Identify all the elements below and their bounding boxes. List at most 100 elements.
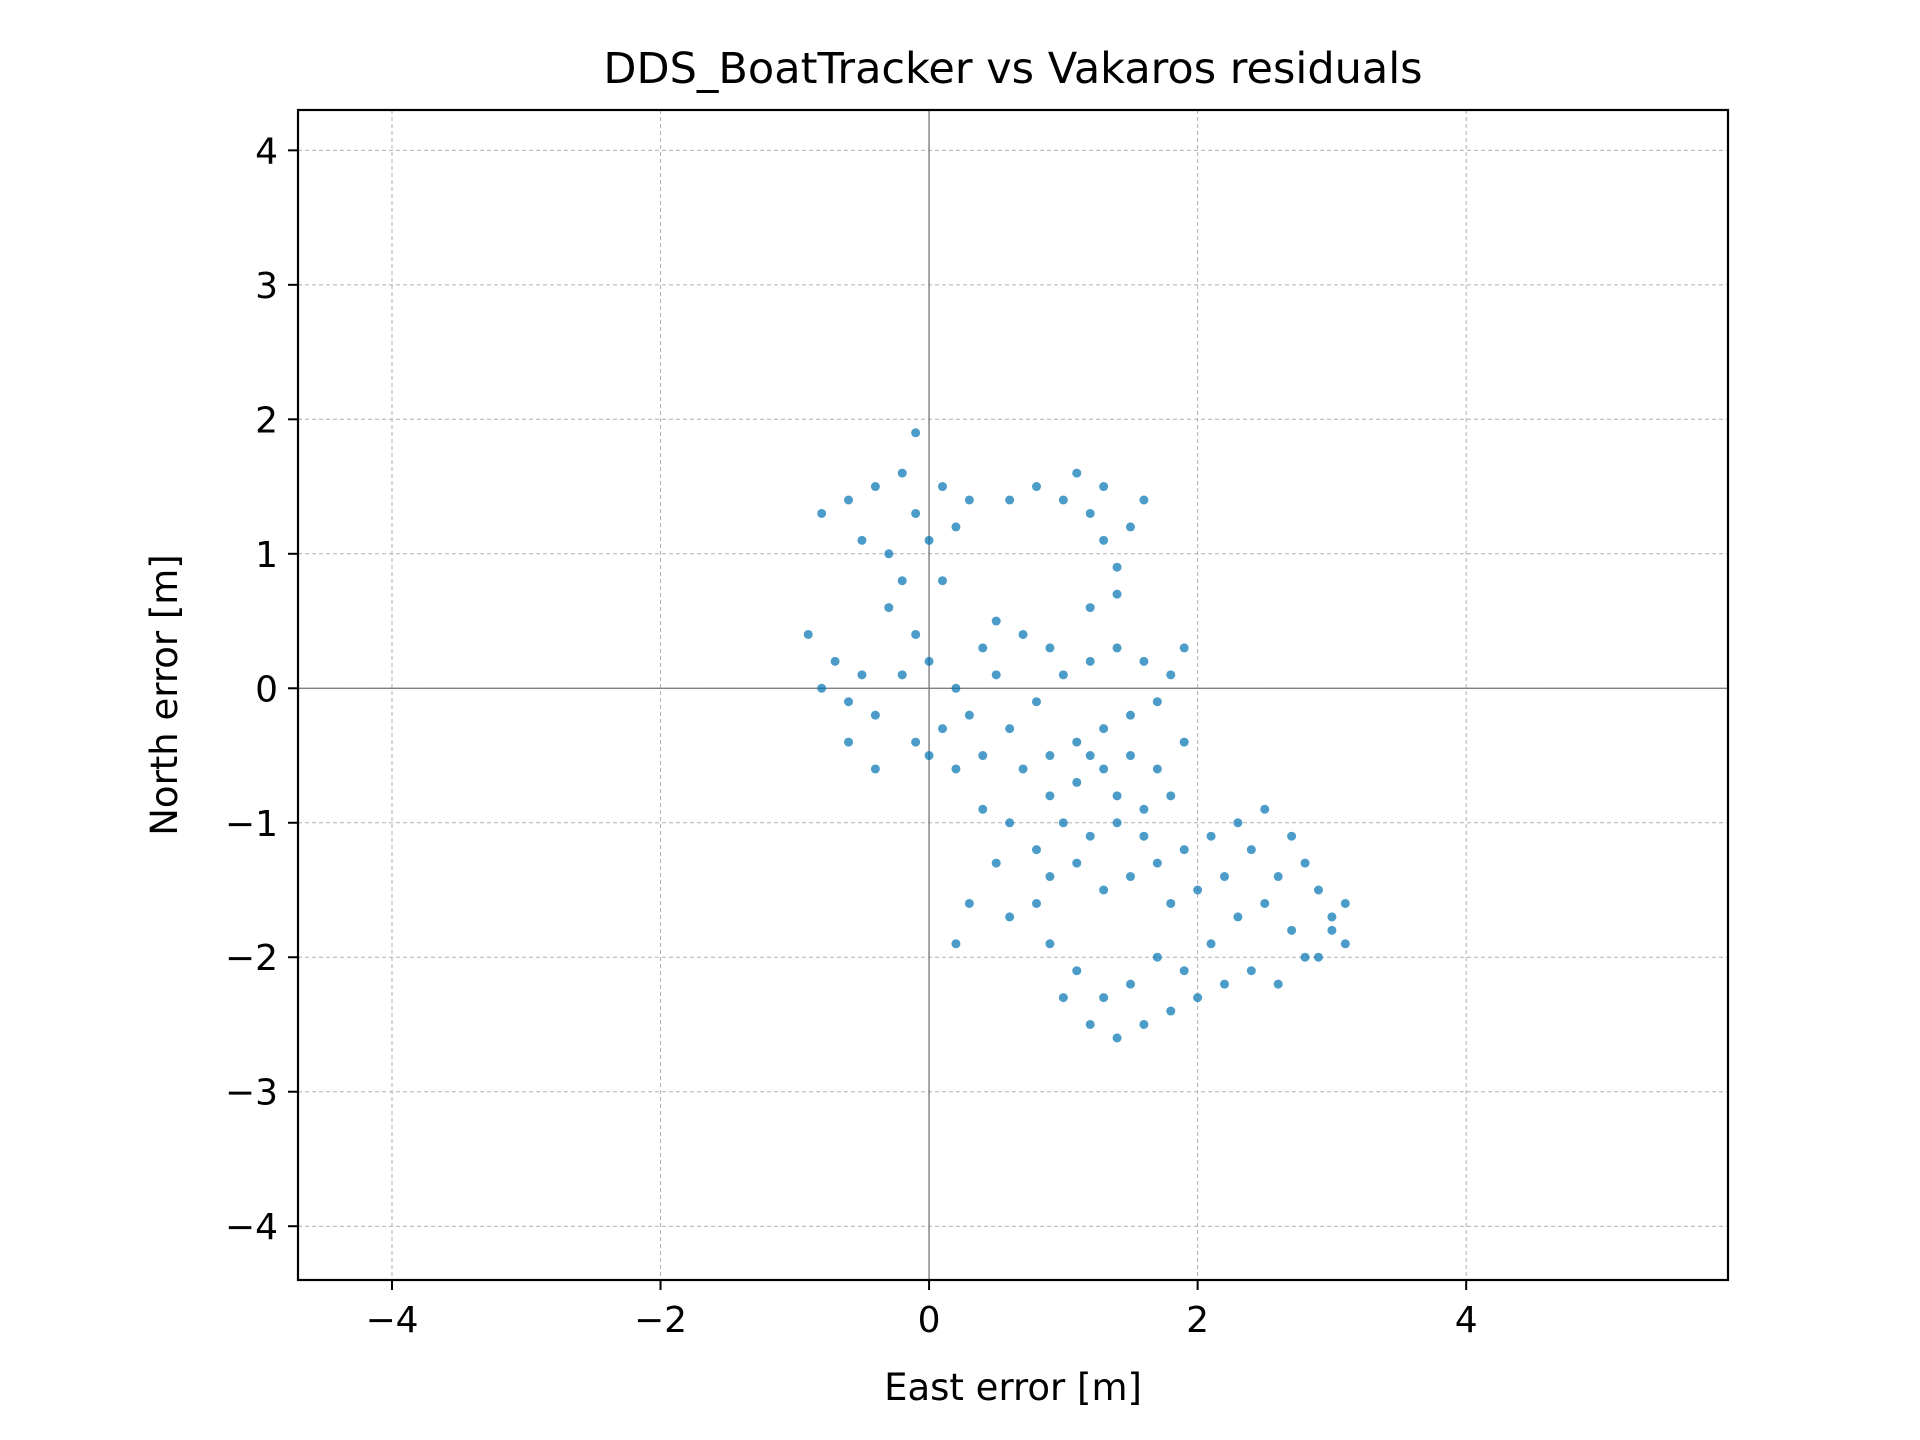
data-point [924,751,934,761]
data-point [1085,603,1095,613]
data-point [1287,831,1297,841]
x-tick-label: 2 [1186,1300,1209,1341]
x-tick-label: −2 [634,1300,687,1341]
y-tick-label: 2 [255,400,278,441]
data-point [1300,952,1310,962]
data-point [1085,831,1095,841]
data-point [1085,1019,1095,1029]
data-point [951,522,961,532]
x-tick-label: 4 [1455,1300,1478,1341]
data-point [1045,751,1055,761]
data-point [1085,508,1095,518]
data-point [1233,818,1243,828]
data-point [1072,858,1082,868]
data-point [1193,993,1203,1003]
y-tick-label: 4 [255,131,278,172]
y-tick-label: 3 [255,266,278,307]
data-point [1099,724,1109,734]
data-point [1018,764,1028,774]
data-point [1287,925,1297,935]
data-point [938,724,948,734]
data-point [1139,804,1149,814]
data-point [1166,1006,1176,1016]
data-point [1166,898,1176,908]
data-point [1112,818,1122,828]
data-point [1072,737,1082,747]
data-point [978,643,988,653]
data-point [817,683,827,693]
data-point [1018,629,1028,639]
data-point [978,751,988,761]
data-point [1072,966,1082,976]
data-point [1152,764,1162,774]
data-point [1125,872,1135,882]
data-point [1072,468,1082,478]
data-point [897,670,907,680]
data-point [1045,872,1055,882]
data-point [1031,845,1041,855]
data-point [1152,697,1162,707]
data-point [1125,751,1135,761]
data-point [1058,818,1068,828]
data-point [1031,898,1041,908]
axis-ticks: −4 −2 0 2 4 −4 −3 −2 −1 0 1 2 3 4 [225,131,1478,1341]
x-axis-label: East error [m] [884,1366,1142,1409]
data-point [1005,818,1015,828]
data-point [964,898,974,908]
data-point [803,629,813,639]
y-tick-label: −4 [225,1207,278,1248]
data-point [1125,979,1135,989]
data-point [1246,845,1256,855]
data-point [924,535,934,545]
data-point [1139,656,1149,666]
y-tick-label: −1 [225,804,278,845]
data-point [951,683,961,693]
data-point [1005,724,1015,734]
chart-title: DDS_BoatTracker vs Vakaros residuals [603,44,1422,94]
data-point [1219,979,1229,989]
data-point [1233,912,1243,922]
data-point [938,576,948,586]
y-tick-label: 1 [255,535,278,576]
data-point [844,697,854,707]
data-point [1085,751,1095,761]
data-point [924,656,934,666]
data-point [1045,939,1055,949]
data-point [1139,831,1149,841]
data-point [817,508,827,518]
data-point [870,764,880,774]
data-point [1058,993,1068,1003]
data-point [1340,898,1350,908]
data-point [1179,845,1189,855]
data-point [911,737,921,747]
data-point [1031,482,1041,492]
data-point [1085,656,1095,666]
data-point [1179,643,1189,653]
data-point [1072,777,1082,787]
x-tick-label: 0 [918,1300,941,1341]
data-point [857,670,867,680]
plot-frame [296,108,1730,1282]
data-point [938,482,948,492]
data-point [1260,898,1270,908]
data-point [1246,966,1256,976]
data-point [870,710,880,720]
data-point [964,495,974,505]
data-point [991,670,1001,680]
data-point [857,535,867,545]
data-point [1058,670,1068,680]
zero-reference-lines [298,110,1728,1280]
data-point [1260,804,1270,814]
data-point [1099,535,1109,545]
data-point [1125,710,1135,720]
data-point [991,858,1001,868]
data-point [1206,939,1216,949]
scatter-points [803,428,1350,1043]
grid-lines [298,110,1728,1280]
data-point [1152,858,1162,868]
data-point [1031,697,1041,707]
data-point [911,508,921,518]
data-point [1179,966,1189,976]
data-point [1099,764,1109,774]
